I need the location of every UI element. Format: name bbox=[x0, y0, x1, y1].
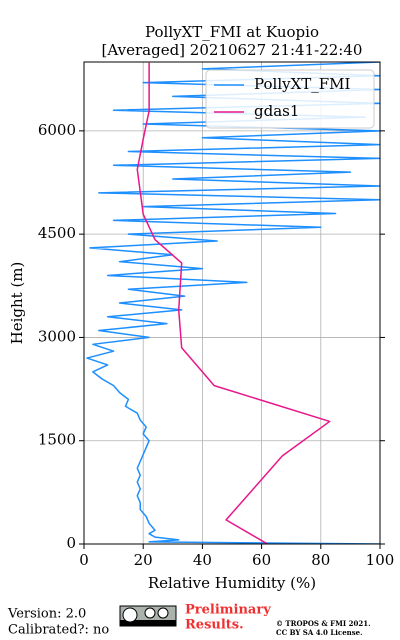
y-tick-label: 0 bbox=[66, 534, 76, 552]
chart-title: PollyXT_FMI at Kuopio bbox=[145, 23, 319, 41]
line bbox=[86, 62, 380, 544]
x-tick-label: 0 bbox=[79, 551, 89, 569]
plot-area bbox=[86, 62, 380, 544]
x-tick-label: 100 bbox=[366, 551, 395, 569]
legend-label: PollyXT_FMI bbox=[254, 75, 351, 93]
y-tick-label: 4500 bbox=[38, 224, 76, 242]
chart-subtitle: [Averaged] 20210627 21:41-22:40 bbox=[102, 41, 363, 59]
line bbox=[136, 62, 331, 544]
status: Preliminary bbox=[185, 603, 271, 618]
license: CC BY SA 4.0 License. bbox=[276, 628, 363, 637]
x-axis-label: Relative Humidity (%) bbox=[148, 574, 316, 592]
y-tick-label: 3000 bbox=[38, 327, 76, 345]
x-tick-label: 80 bbox=[311, 551, 330, 569]
calibrated: Calibrated?: no bbox=[8, 623, 109, 638]
legend-label: gdas1 bbox=[254, 102, 299, 120]
x-tick-label: 60 bbox=[252, 551, 271, 569]
x-tick-label: 20 bbox=[134, 551, 153, 569]
y-tick-label: 1500 bbox=[38, 431, 76, 449]
y-axis-label: Height (m) bbox=[8, 262, 26, 345]
status: Results. bbox=[185, 618, 244, 633]
cc-badge bbox=[119, 605, 177, 627]
x-tick-label: 40 bbox=[193, 551, 212, 569]
plot-frame bbox=[83, 61, 381, 545]
y-tick-label: 6000 bbox=[38, 121, 76, 139]
version: Version: 2.0 bbox=[7, 607, 86, 622]
license: © TROPOS & FMI 2021. bbox=[276, 619, 371, 628]
legend-box bbox=[205, 69, 375, 129]
